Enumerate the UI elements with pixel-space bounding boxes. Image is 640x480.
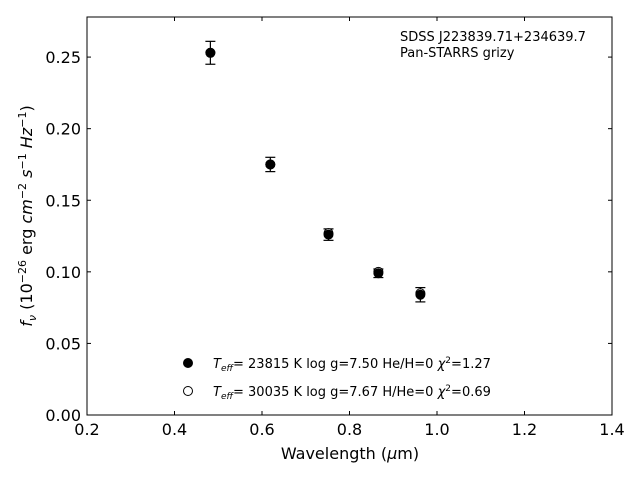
y-tick-label: 0.20 [45, 120, 81, 139]
legend-marker-filled [183, 358, 193, 368]
annotation-line1: SDSS J223839.71+234639.7 [400, 30, 586, 45]
data-point-filled [373, 268, 384, 279]
x-tick-labels: 0.2 0.4 0.6 0.8 1.0 1.2 1.4 [74, 420, 624, 439]
error-bars [205, 40, 426, 303]
x-tick-label: 1.4 [599, 420, 624, 439]
data-point-filled [205, 47, 216, 58]
data-points [205, 47, 426, 300]
annotation-line2: Pan-STARRS grizy [400, 46, 515, 61]
y-axis-label: fν (10−26 erg cm−2 s−1 Hz−1) [16, 105, 39, 326]
y-tick-label: 0.25 [45, 48, 81, 67]
x-tick-label: 1.0 [424, 420, 449, 439]
plot-frame [86, 16, 613, 416]
data-point-filled [265, 159, 276, 170]
x-tick-label: 0.6 [249, 420, 274, 439]
axis-ticks [86, 17, 613, 416]
legend-marker-open [183, 386, 193, 396]
legend: Teff= 23815 K log g=7.50 He/H=0 χ2=1.27 … [183, 356, 491, 402]
y-tick-label: 0.15 [45, 191, 81, 210]
legend-entry-2: Teff= 30035 K log g=7.67 H/He=0 χ2=0.69 [213, 384, 491, 402]
legend-entry-1: Teff= 23815 K log g=7.50 He/H=0 χ2=1.27 [213, 356, 491, 374]
y-tick-label: 0.05 [45, 334, 81, 353]
x-tick-label: 0.2 [74, 420, 99, 439]
y-tick-label: 0.00 [45, 406, 81, 425]
y-tick-labels: 0.00 0.05 0.10 0.15 0.20 0.25 [45, 48, 81, 425]
data-point-filled [323, 229, 334, 240]
x-tick-label: 1.2 [512, 420, 537, 439]
x-tick-label: 0.4 [162, 420, 187, 439]
x-axis-label: Wavelength (μm) [281, 444, 419, 463]
x-tick-label: 0.8 [337, 420, 362, 439]
data-point-filled [415, 289, 426, 300]
y-tick-label: 0.10 [45, 263, 81, 282]
